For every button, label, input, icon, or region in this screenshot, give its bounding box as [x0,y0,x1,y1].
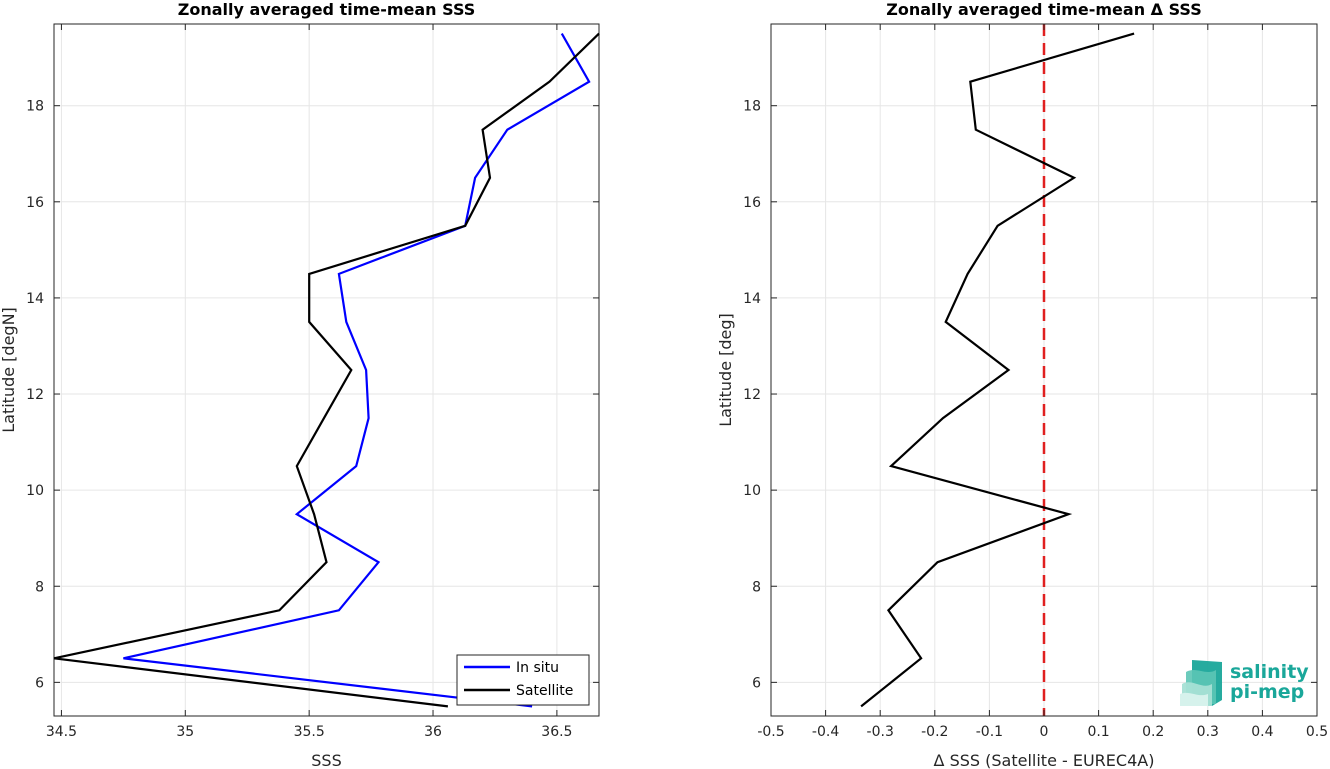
y-tick-label: 14 [743,291,761,307]
left-y-axis-label: Latitude [degN] [0,307,18,433]
left-legend: In situ Satellite [456,654,590,706]
legend-label-satellite: Satellite [516,683,573,699]
right-series [860,32,1135,708]
y-tick-label: 10 [743,483,761,499]
y-tick-label: 10 [26,483,44,499]
y-tick-label: 16 [743,195,761,211]
x-tick-label: 35.5 [294,724,325,740]
x-tick-label: 36.5 [541,724,572,740]
x-tick-label: 0.3 [1197,724,1219,740]
left-axes-box [53,23,600,717]
right-chart-title: Zonally averaged time-mean Δ SSS [886,0,1202,19]
series-line-delta-sss [860,32,1135,708]
x-tick-label: 35 [176,724,194,740]
y-tick-label: 16 [26,195,44,211]
left-ticks: 34.5 35 35.5 36 36.5 6 8 10 12 14 16 18 [26,24,599,740]
x-tick-label: -0.3 [867,724,894,740]
legend-label-in-situ: In situ [516,660,559,676]
x-tick-label: 0.1 [1087,724,1109,740]
left-chart-title: Zonally averaged time-mean SSS [178,0,476,19]
y-tick-label: 8 [752,579,761,595]
logo-text-pi-mep: pi-mep [1230,681,1304,703]
y-tick-label: 18 [743,99,761,115]
right-chart: -0.5 -0.4 -0.3 -0.2 -0.1 0 0.1 0.2 0.3 0.4 0.5 6 8 10… [716,0,1328,769]
y-tick-label: 12 [26,387,44,403]
y-tick-label: 6 [752,675,761,691]
x-tick-label: -0.1 [976,724,1003,740]
x-tick-label: 36 [424,724,442,740]
y-tick-label: 8 [35,579,44,595]
series-line-satellite [53,32,600,708]
logo-text-salinity: salinity [1230,661,1309,683]
x-tick-label: -0.5 [757,724,784,740]
series-line-in-situ [123,33,591,708]
x-tick-label: 0.5 [1306,724,1328,740]
x-tick-label: 0 [1040,724,1049,740]
y-tick-label: 6 [35,675,44,691]
left-x-axis-label: SSS [311,751,341,769]
x-tick-label: 0.2 [1142,724,1164,740]
legend-box [456,654,590,706]
wave-logo-icon [1180,660,1222,706]
x-tick-label: 0.4 [1251,724,1273,740]
x-tick-label: -0.2 [921,724,948,740]
y-tick-label: 14 [26,291,44,307]
y-tick-label: 12 [743,387,761,403]
x-tick-label: -0.4 [812,724,839,740]
right-ticks: -0.5 -0.4 -0.3 -0.2 -0.1 0 0.1 0.2 0.3 0.4 0.5 6 8 10… [743,24,1328,740]
left-series [53,32,600,708]
left-chart: 34.5 35 35.5 36 36.5 6 8 10 12 14 16 18 Zonally ave… [0,0,600,769]
x-tick-label: 34.5 [46,724,77,740]
y-tick-label: 18 [26,99,44,115]
right-y-axis-label: Latitude [deg] [716,313,735,427]
right-x-axis-label: Δ SSS (Satellite - EUREC4A) [934,751,1155,769]
salinity-pi-mep-logo: salinity pi-mep [1180,660,1309,706]
